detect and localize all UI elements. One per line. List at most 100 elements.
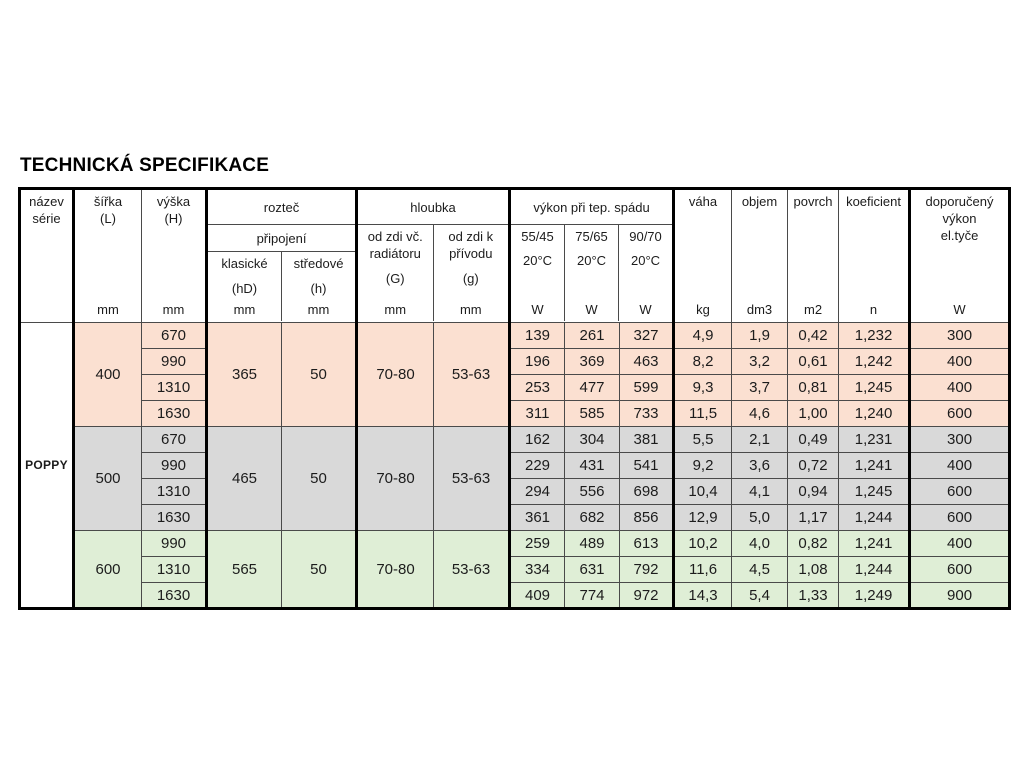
pitch-classic-cell: 565	[205, 530, 282, 609]
power-5545-cell: 253	[508, 374, 566, 401]
power-7565-gradient: 75/65	[575, 229, 608, 244]
surface-label: povrch	[793, 194, 833, 209]
table-row: 1310 334 631 792 11,6 4,5 1,08 1,244 600	[20, 556, 1011, 583]
col-header-height: výška (H) mm	[141, 188, 207, 323]
coefficient-unit: n	[869, 302, 878, 317]
weight-cell: 8,2	[672, 348, 733, 375]
power-7565-cell: 304	[564, 426, 621, 453]
pitch-classic-cell: 465	[205, 426, 282, 531]
table-row: 500 670 465 50 70-80 53-63 162 304 381 5…	[20, 426, 1011, 531]
col-header-series-name: název série	[19, 188, 74, 323]
power-9070-temp: 20°C	[630, 252, 661, 268]
power-5545-cell: 311	[508, 400, 566, 427]
height-cell: 1630	[141, 582, 207, 609]
col-header-power-7565: 75/65 20°C W	[565, 225, 620, 321]
col-group-depth: hloubka od zdi vč. radiátoru (G) mm od z…	[354, 188, 511, 323]
recommended-label-line3: el.tyče	[940, 227, 979, 243]
width-symbol: (L)	[100, 210, 116, 226]
recommended-power-cell: 400	[908, 348, 1011, 375]
surface-cell: 0,82	[787, 530, 840, 557]
power-5545-cell: 229	[508, 452, 566, 479]
recommended-unit: W	[953, 302, 966, 317]
series-name-label-line2: série	[32, 210, 61, 226]
recommended-power-cell: 300	[908, 322, 1011, 349]
power-9070-cell: 733	[619, 400, 675, 427]
coefficient-cell: 1,231	[838, 426, 911, 453]
power-9070-cell: 541	[619, 452, 675, 479]
power-7565-cell: 682	[564, 504, 621, 531]
col-header-depth-radiator: od zdi vč. radiátoru (G) mm	[358, 225, 434, 321]
power-5545-cell: 259	[508, 530, 566, 557]
depth-supply-label-line2: přívodu	[449, 245, 493, 261]
coefficient-cell: 1,232	[838, 322, 911, 349]
col-header-coefficient: koeficient n	[838, 188, 911, 323]
table-row: 1310 253 477 599 9,3 3,7 0,81 1,245 400	[20, 374, 1011, 401]
col-group-pitch: rozteč připojení klasické (hD) mm středo…	[205, 188, 357, 323]
weight-cell: 9,2	[672, 452, 733, 479]
power-9070-cell: 698	[619, 478, 675, 505]
table-row: 990 196 369 463 8,2 3,2 0,61 1,242 400	[20, 348, 1011, 375]
col-header-weight: váha kg	[672, 188, 733, 323]
surface-cell: 0,49	[787, 426, 840, 453]
power-7565-cell: 556	[564, 478, 621, 505]
height-label: výška	[156, 194, 191, 209]
pitch-classic-symbol: (hD)	[231, 280, 258, 296]
table-row: 600 990 565 50 70-80 53-63 259 489 613 1…	[20, 530, 1011, 609]
col-header-depth-supply: od zdi k přívodu (g) mm	[434, 225, 509, 321]
power-7565-cell: 585	[564, 400, 621, 427]
pitch-group-subtitle: připojení	[208, 225, 355, 252]
depth-radiator-label-line2: radiátoru	[369, 245, 421, 261]
surface-cell: 1,17	[787, 504, 840, 531]
weight-label: váha	[688, 194, 718, 209]
power-7565-cell: 261	[564, 322, 621, 349]
coefficient-cell: 1,249	[838, 582, 911, 609]
pitch-central-symbol: (h)	[310, 280, 327, 296]
weight-unit: kg	[696, 302, 710, 317]
col-group-power: výkon při tep. spádu 55/45 20°C W 75/65 …	[508, 188, 675, 323]
height-cell: 1310	[141, 478, 207, 505]
coefficient-cell: 1,241	[838, 530, 911, 557]
power-7565-cell: 489	[564, 530, 621, 557]
depth-group-title: hloubka	[358, 190, 509, 225]
depth-supply-unit: mm	[459, 302, 482, 317]
coefficient-cell: 1,245	[838, 478, 911, 505]
recommended-label-line1: doporučený	[925, 194, 994, 209]
volume-cell: 5,0	[731, 504, 789, 531]
power-5545-gradient: 55/45	[521, 229, 554, 244]
power-5545-cell: 334	[508, 556, 566, 583]
depth-supply-cell: 53-63	[432, 530, 511, 609]
power-9070-cell: 599	[619, 374, 675, 401]
surface-cell: 0,72	[787, 452, 840, 479]
recommended-power-cell: 400	[908, 452, 1011, 479]
power-5545-cell: 139	[508, 322, 566, 349]
header-row: název série šířka (L) mm výška (H) mm	[19, 188, 1011, 323]
width-cell: 500	[72, 426, 142, 531]
col-header-pitch-central: středové (h) mm	[282, 252, 355, 321]
volume-cell: 4,6	[731, 400, 789, 427]
volume-cell: 2,1	[731, 426, 789, 453]
pitch-central-cell: 50	[281, 426, 357, 531]
recommended-power-cell: 900	[908, 582, 1011, 609]
weight-cell: 14,3	[672, 582, 733, 609]
col-header-surface: povrch m2	[787, 188, 840, 323]
pitch-central-cell: 50	[281, 530, 357, 609]
recommended-power-cell: 600	[908, 400, 1011, 427]
volume-cell: 1,9	[731, 322, 789, 349]
spec-table: název série šířka (L) mm výška (H) mm	[18, 187, 1012, 610]
depth-radiator-cell: 70-80	[355, 530, 434, 609]
pitch-central-cell: 50	[281, 322, 357, 427]
table-row: 1310 294 556 698 10,4 4,1 0,94 1,245 600	[20, 478, 1011, 505]
surface-cell: 0,81	[787, 374, 840, 401]
height-cell: 990	[141, 348, 207, 375]
power-7565-cell: 369	[564, 348, 621, 375]
table-row: 1630 409 774 972 14,3 5,4 1,33 1,249 900	[20, 582, 1011, 609]
depth-radiator-label-line1: od zdi vč.	[367, 229, 423, 244]
weight-cell: 12,9	[672, 504, 733, 531]
surface-cell: 0,94	[787, 478, 840, 505]
surface-cell: 1,00	[787, 400, 840, 427]
weight-cell: 10,4	[672, 478, 733, 505]
power-5545-temp: 20°C	[522, 252, 553, 268]
power-9070-cell: 792	[619, 556, 675, 583]
recommended-power-cell: 400	[908, 374, 1011, 401]
power-9070-cell: 381	[619, 426, 675, 453]
